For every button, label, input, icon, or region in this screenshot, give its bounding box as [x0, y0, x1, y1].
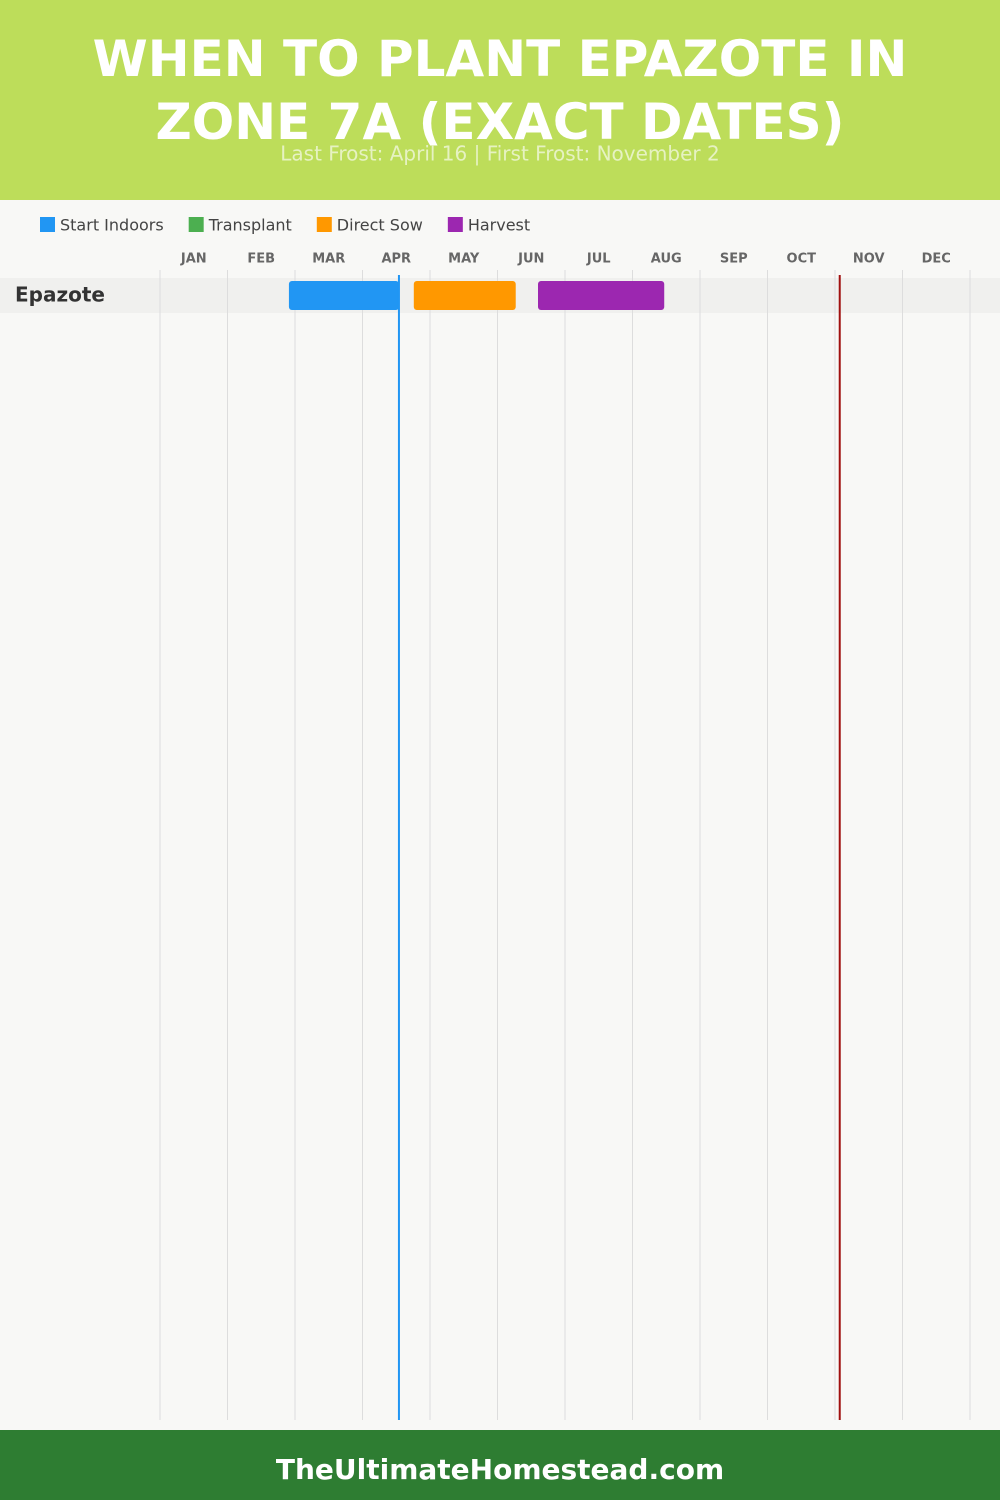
legend-swatch — [40, 217, 55, 232]
x-tick-label: FEB — [247, 252, 275, 267]
legend-label: Transplant — [208, 216, 292, 235]
x-tick-label: NOV — [853, 252, 885, 267]
legend-label: Start Indoors — [60, 216, 164, 235]
x-tick-label: OCT — [787, 252, 817, 267]
legend-swatch — [316, 217, 332, 232]
x-tick-label: SEP — [720, 252, 748, 267]
x-tick-label: MAY — [448, 252, 480, 267]
x-tick-label: APR — [381, 252, 411, 267]
bar — [413, 281, 516, 310]
chart-title: WHEN TO PLANT EPAZOTE IN ZONE 7A (EXACT D… — [93, 30, 908, 151]
footer-band — [0, 1430, 1000, 1500]
row-label: Epazote — [15, 283, 105, 307]
x-tick-label: DEC — [922, 252, 951, 267]
x-tick-label: JUL — [586, 252, 611, 267]
legend-label: Harvest — [468, 216, 530, 235]
chart-area — [0, 200, 1000, 1430]
footer: TheUltimateHomestead.com — [276, 1453, 724, 1486]
legend-swatch — [447, 217, 463, 232]
header — [0, 0, 1000, 200]
x-tick-label: AUG — [651, 252, 682, 267]
legend-label: Direct Sow — [337, 216, 423, 235]
bar — [288, 281, 399, 310]
x-tick-label: JAN — [180, 252, 207, 267]
bar — [538, 281, 665, 310]
x-tick-label: JUN — [517, 252, 544, 267]
subtitle: Last Frost: April 16 | First Frost: Nove… — [280, 142, 719, 166]
legend-swatch — [188, 217, 204, 232]
x-tick-label: MAR — [312, 252, 345, 267]
